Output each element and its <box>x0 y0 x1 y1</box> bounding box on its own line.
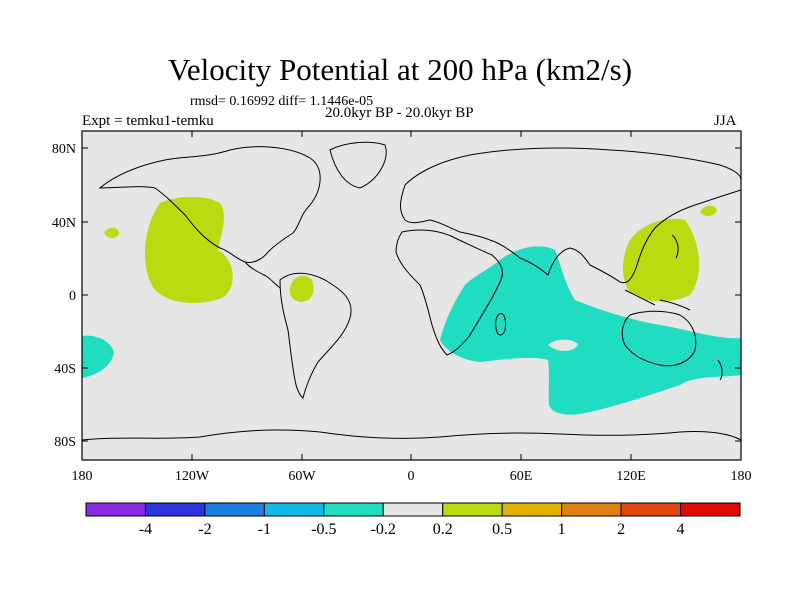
season-label: JJA <box>714 113 737 129</box>
lat-label-80n: 80N <box>52 142 76 157</box>
colorbar-label: -0.5 <box>311 521 336 538</box>
colorbar-box <box>263 502 325 517</box>
colorbar-box <box>204 502 265 517</box>
coast-greenland <box>329 141 387 189</box>
anomaly-amazon <box>289 275 314 302</box>
colorbar-label: 2 <box>617 521 625 538</box>
lon-label-120e: 120E <box>616 469 646 484</box>
chart-title: Velocity Potential at 200 hPa (km2/s) <box>167 52 633 87</box>
stats-line: rmsd= 0.16992 diff= 1.1446e-05 <box>190 94 374 109</box>
hole-south-indian <box>548 339 578 351</box>
colorbar-box <box>680 502 741 517</box>
coast-maritime-continent <box>624 289 691 311</box>
coast-japan <box>671 234 679 259</box>
colorbar-box <box>144 502 206 517</box>
colorbar-box <box>85 502 146 517</box>
positive-anomaly-regions <box>104 196 717 303</box>
colorbar-label: 1 <box>558 521 566 538</box>
colorbar-label: -0.2 <box>371 521 396 538</box>
lat-label-40n: 40N <box>52 216 76 231</box>
coast-eurasia <box>400 147 742 284</box>
colorbar-box <box>382 502 444 517</box>
lon-label-120w: 120W <box>175 469 210 484</box>
lon-label-60w: 60W <box>288 469 316 484</box>
experiment-label: Expt = temku1-temku <box>82 113 214 129</box>
lat-label-0: 0 <box>69 289 76 304</box>
colorbar-label: 4 <box>677 521 685 538</box>
coast-australia <box>621 310 697 367</box>
colorbar-label: -4 <box>139 521 152 538</box>
anomaly-north-pacific-blob <box>700 205 717 217</box>
latitude-ticks <box>82 147 741 442</box>
coast-madagascar <box>495 313 506 336</box>
colorbar-label: 0.5 <box>492 521 512 538</box>
colorbar-box <box>501 502 563 517</box>
coast-central-america <box>244 261 281 289</box>
anomaly-east-pacific <box>144 196 233 303</box>
colorbar-labels: -4 -2 -1 -0.5 -0.2 0.2 0.5 1 2 4 <box>139 521 685 538</box>
anomaly-indian-ocean <box>440 246 741 415</box>
longitude-ticks <box>81 131 742 460</box>
negative-anomaly-regions <box>82 246 741 415</box>
colorbar <box>85 502 741 517</box>
lon-label-180w: 180 <box>72 469 93 484</box>
colorbar-box <box>323 502 384 517</box>
colorbar-label: -2 <box>198 521 211 538</box>
longitude-labels: 180 120W 60W 0 60E 120E 180 <box>72 469 752 484</box>
lon-label-60e: 60E <box>510 469 533 484</box>
colorbar-box <box>561 502 622 517</box>
coast-new-zealand <box>717 359 723 381</box>
colorbar-label: 0.2 <box>433 521 453 538</box>
anomaly-southeast-pacific <box>82 335 114 378</box>
lon-label-180e: 180 <box>731 469 752 484</box>
colorbar-box <box>620 502 682 517</box>
coast-africa <box>395 229 503 356</box>
coast-south-america <box>279 272 352 399</box>
period-label: 20.0kyr BP - 20.0kyr BP <box>325 105 474 121</box>
latitude-labels: 80N 40N 0 40S 80S <box>52 142 76 450</box>
lat-label-80s: 80S <box>54 435 76 450</box>
coastlines <box>81 141 742 441</box>
colorbar-box <box>442 502 503 517</box>
colorbar-label: -1 <box>258 521 271 538</box>
coast-north-america <box>98 146 321 263</box>
anomaly-hawaii-blob <box>104 227 119 238</box>
anomaly-west-pacific <box>622 218 700 302</box>
coast-antarctica <box>81 429 742 441</box>
lon-label-0: 0 <box>408 469 415 484</box>
lat-label-40s: 40S <box>54 362 76 377</box>
